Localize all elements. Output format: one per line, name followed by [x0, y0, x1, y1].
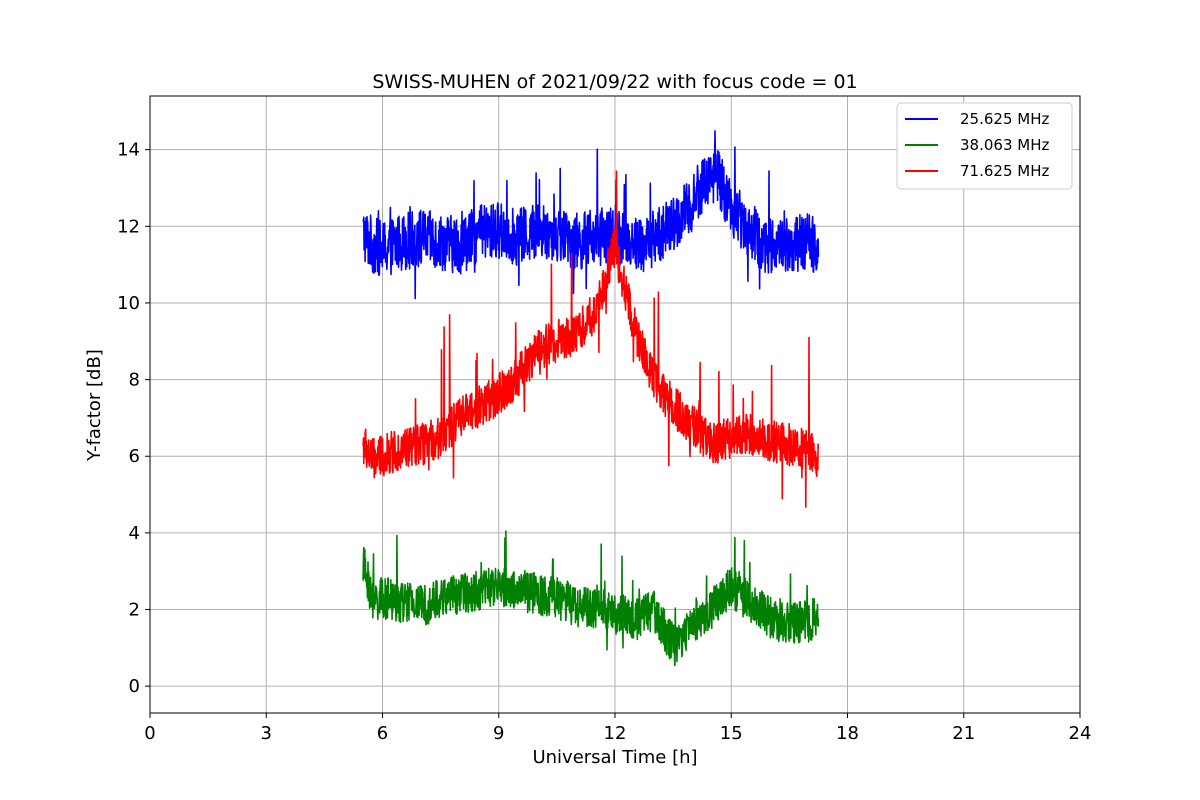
- x-tick-label: 18: [836, 723, 859, 744]
- y-tick-label: 10: [117, 293, 140, 314]
- legend-label: 38.063 MHz: [960, 136, 1049, 154]
- x-tick-label: 0: [144, 723, 155, 744]
- x-tick-label: 15: [720, 723, 743, 744]
- legend-box: [896, 102, 1073, 190]
- y-tick-label: 12: [117, 216, 140, 237]
- x-tick-label: 3: [261, 723, 272, 744]
- series-line-1: [362, 130, 820, 300]
- y-tick-label: 0: [129, 676, 140, 697]
- x-tick-label: 9: [493, 723, 504, 744]
- y-tick-label: 6: [129, 446, 140, 467]
- x-tick-label: 24: [1069, 723, 1092, 744]
- legend-label: 25.625 MHz: [960, 110, 1049, 128]
- x-tick-label: 6: [377, 723, 388, 744]
- y-tick-label: 8: [129, 370, 140, 391]
- legend: 25.625 MHz 38.063 MHz 71.625 MHz: [896, 102, 1073, 190]
- y-tick-label: 14: [117, 140, 140, 161]
- series-line-3: [362, 170, 820, 508]
- x-axis-label: Universal Time [h]: [532, 747, 697, 768]
- legend-label: 71.625 MHz: [960, 162, 1049, 180]
- x-tick-label: 21: [952, 723, 975, 744]
- series-line-2: [362, 530, 820, 667]
- series-layer: [362, 130, 820, 667]
- y-tick-label: 4: [129, 523, 140, 544]
- chart-title: SWISS-MUHEN of 2021/09/22 with focus cod…: [372, 71, 857, 93]
- x-tick-label: 12: [604, 723, 627, 744]
- y-axis-label: Y-factor [dB]: [84, 349, 105, 462]
- y-tick-label: 2: [129, 600, 140, 621]
